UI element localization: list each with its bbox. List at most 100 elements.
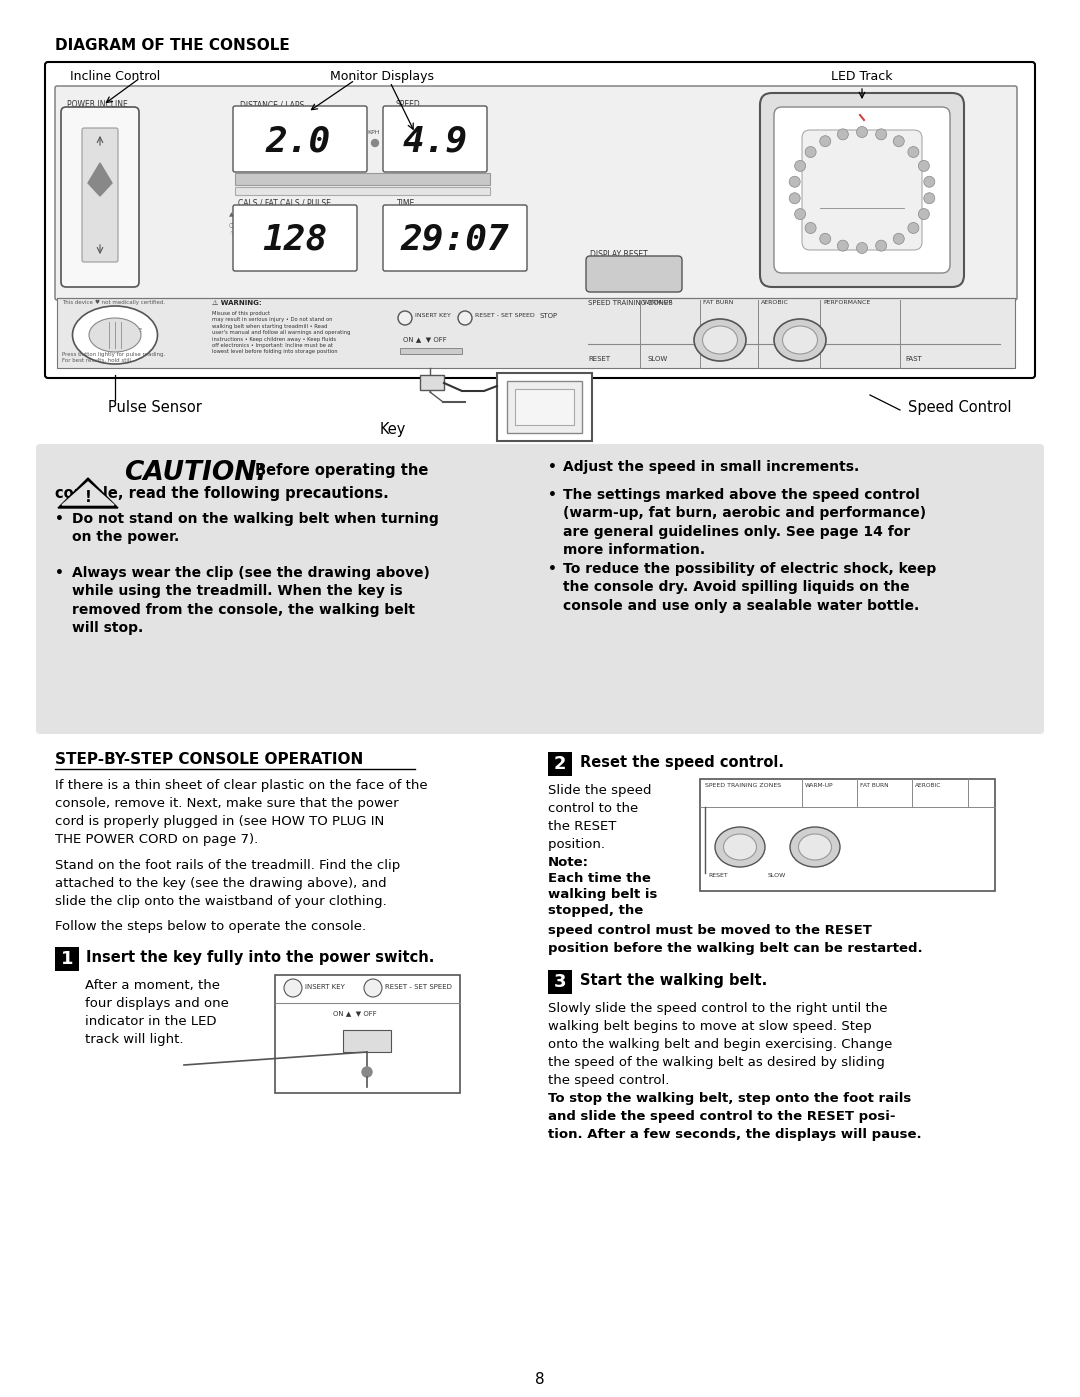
Text: RESET: RESET [588,356,610,362]
Circle shape [893,233,904,244]
Text: •: • [548,562,557,576]
Text: After a moment, the
four displays and one
indicator in the LED
track will light.: After a moment, the four displays and on… [85,979,229,1046]
Bar [497,373,592,441]
Polygon shape [58,478,118,509]
Text: Follow the steps below to operate the console.: Follow the steps below to operate the co… [55,921,366,933]
Text: speed control must be moved to the RESET
position before the walking belt can be: speed control must be moved to the RESET… [548,923,922,956]
Text: 3: 3 [554,972,566,990]
Ellipse shape [458,312,472,326]
Text: STEP-BY-STEP CONSOLE OPERATION: STEP-BY-STEP CONSOLE OPERATION [55,752,363,767]
Text: INSERT KEY: INSERT KEY [415,313,450,319]
Text: Press button lightly for pulse reading.
For best results, hold still.: Press button lightly for pulse reading. … [62,352,165,363]
Circle shape [837,240,849,251]
Text: ON ▲  ▼ OFF: ON ▲ ▼ OFF [403,337,447,342]
Text: The settings marked above the speed control
(warm-up, fat burn, aerobic and perf: The settings marked above the speed cont… [563,488,927,557]
Text: This device: This device [62,300,93,305]
FancyBboxPatch shape [233,205,357,271]
Text: console, read the following precautions.: console, read the following precautions. [55,486,389,502]
Text: CAUTION:: CAUTION: [124,460,267,486]
Text: Clip—: Clip— [500,422,542,437]
Text: Slide the speed
control to the
the RESET
position.: Slide the speed control to the the RESET… [548,784,651,851]
Text: Do not stand on the walking belt when turning
on the power.: Do not stand on the walking belt when tu… [72,511,438,545]
FancyBboxPatch shape [774,108,950,272]
Text: If there is a thin sheet of clear plastic on the face of the
console, remove it.: If there is a thin sheet of clear plasti… [55,780,428,847]
Circle shape [789,176,800,187]
Ellipse shape [774,319,826,360]
Ellipse shape [702,326,738,353]
Text: SPEED TRAINING ZONES: SPEED TRAINING ZONES [588,300,673,306]
Text: DIAGRAM OF THE CONSOLE: DIAGRAM OF THE CONSOLE [55,38,289,53]
FancyBboxPatch shape [55,87,1017,300]
Circle shape [795,161,806,172]
Ellipse shape [798,834,832,861]
Text: stopped, the: stopped, the [548,904,644,916]
Bar [700,780,995,891]
FancyBboxPatch shape [45,61,1035,379]
Circle shape [820,233,831,244]
Text: 4.9: 4.9 [403,124,468,159]
Bar [400,348,462,353]
Text: QUARTER MILE TRACK: QUARTER MILE TRACK [824,184,900,191]
Circle shape [364,979,382,997]
Bar [420,374,444,390]
FancyBboxPatch shape [383,205,527,271]
Text: 1: 1 [403,314,407,321]
Text: LED Track: LED Track [832,70,893,82]
Text: 2: 2 [463,314,468,321]
Circle shape [876,129,887,140]
Ellipse shape [72,306,158,365]
Circle shape [795,208,806,219]
Circle shape [284,979,302,997]
Polygon shape [87,163,112,196]
Bar [57,298,1015,367]
Text: PERFORMANCE: PERFORMANCE [823,300,870,305]
Bar [55,947,79,971]
Text: Each time the: Each time the [548,872,651,886]
Text: FAT BURN: FAT BURN [860,782,889,788]
Text: INSERT KEY: INSERT KEY [305,983,345,990]
Circle shape [908,222,919,233]
Circle shape [856,243,867,253]
Ellipse shape [694,319,746,360]
Circle shape [923,176,935,187]
Text: •: • [548,488,557,502]
Text: AEROBIC: AEROBIC [915,782,942,788]
Circle shape [789,193,800,204]
Ellipse shape [789,827,840,868]
Text: Before operating the: Before operating the [255,462,429,478]
Text: Reset the speed control.: Reset the speed control. [580,754,784,770]
Ellipse shape [724,834,756,861]
Text: KPH: KPH [368,130,380,136]
Bar [235,173,490,184]
Circle shape [805,147,816,158]
Text: 1: 1 [60,950,73,968]
Circle shape [856,127,867,137]
Text: Note:: Note: [548,856,589,869]
FancyBboxPatch shape [383,106,487,172]
Text: 29:07: 29:07 [401,224,510,257]
Text: Start the walking belt.: Start the walking belt. [580,972,767,988]
Text: ▲: ▲ [229,212,233,217]
Text: RESET - SET SPEED: RESET - SET SPEED [475,313,535,319]
Circle shape [837,129,849,140]
Text: To reduce the possibility of electric shock, keep
the console dry. Avoid spillin: To reduce the possibility of electric sh… [563,562,936,613]
Circle shape [923,193,935,204]
Text: SPEED: SPEED [395,101,420,109]
Ellipse shape [715,827,765,868]
Text: SPEED TRAINING ZONES: SPEED TRAINING ZONES [705,782,781,788]
Bar [343,1030,391,1052]
Text: Stand on the foot rails of the treadmill. Find the clip
attached to the key (see: Stand on the foot rails of the treadmill… [55,859,401,908]
Polygon shape [62,482,114,504]
FancyBboxPatch shape [60,108,139,286]
Text: Insert the key fully into the power switch.: Insert the key fully into the power swit… [86,950,434,965]
Text: DISPLAY RESET: DISPLAY RESET [590,250,648,258]
Text: •: • [55,511,64,527]
FancyBboxPatch shape [82,129,118,263]
Text: TIME: TIME [397,198,415,208]
Text: WARM-UP: WARM-UP [805,782,834,788]
Text: 8: 8 [536,1372,544,1387]
Circle shape [876,240,887,251]
Text: 2.0: 2.0 [266,124,330,159]
Text: •: • [55,566,64,580]
Ellipse shape [89,319,141,352]
